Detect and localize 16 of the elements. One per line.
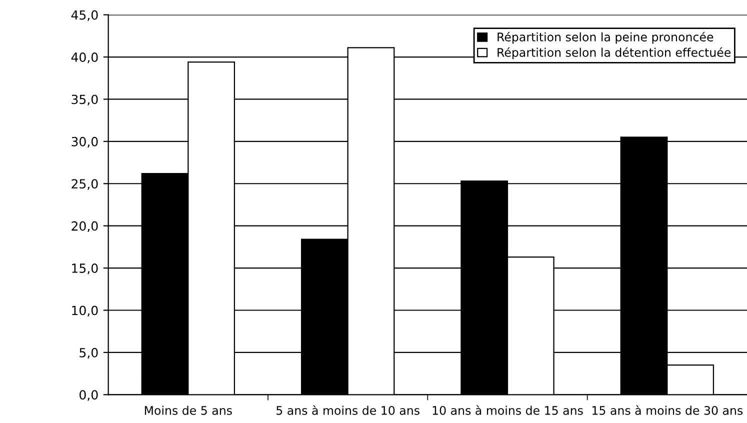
y-tick-label: 20,0 <box>72 221 98 232</box>
y-tick-label: 35,0 <box>72 94 98 106</box>
y-tick-label: 5,0 <box>80 348 98 359</box>
y-tick-label: 0,0 <box>80 390 98 401</box>
y-tick-label: 25,0 <box>72 179 98 190</box>
legend-label: Répartition selon la peine prononcée <box>498 32 714 44</box>
legend-label: Répartition selon la détention effectuée <box>498 47 731 60</box>
y-tick-label: 10,0 <box>72 306 98 316</box>
y-tick-label: 30,0 <box>72 136 98 148</box>
y-tick-label: 45,0 <box>71 10 98 22</box>
y-tick-label: 40,0 <box>71 52 98 64</box>
x-tick-label: 10 ans à moins de 15 ans <box>432 405 583 415</box>
x-tick-label: Moins de 5 ans <box>144 406 232 415</box>
x-tick-label: 5 ans à moins de 10 ans <box>276 405 420 415</box>
x-tick-label: 15 ans à moins de 30 ans <box>592 405 743 415</box>
y-tick-label: 15,0 <box>72 264 98 274</box>
